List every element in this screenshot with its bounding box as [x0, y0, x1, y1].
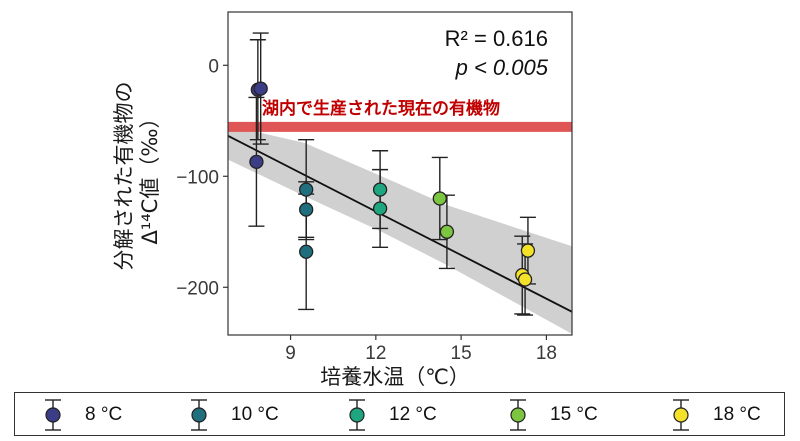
series-0-point-1 [253, 81, 268, 96]
legend-item-8c: 8 °C [37, 393, 122, 437]
confidence-band [228, 125, 572, 334]
legend: 8 °C 10 °C 12 °C 15 °C [14, 392, 785, 436]
series-1-point-1 [299, 202, 314, 217]
series-4-point-0 [520, 243, 536, 258]
series-3-point-1 [439, 224, 455, 239]
legend-marker-10c [191, 399, 207, 431]
series-3-point-0 [432, 191, 447, 206]
x-tick-label-12: 12 [365, 343, 386, 364]
legend-marker-8c [45, 399, 61, 431]
x-tick-label-9: 9 [285, 343, 296, 364]
r-squared-text: R² = 0.616 [445, 26, 548, 51]
legend-marker-12c [349, 399, 365, 431]
y-tick-label-1: −100 [176, 167, 219, 188]
y-axis-title-line1: 分解された有機物の [112, 82, 136, 271]
legend-item-15c: 15 °C [502, 393, 598, 437]
x-tick-label-18: 18 [536, 343, 557, 364]
legend-item-10c: 10 °C [183, 393, 279, 437]
legend-label-8c: 8 °C [85, 404, 123, 425]
legend-label-10c: 10 °C [231, 404, 279, 425]
y-tick-label-0: 0 [208, 56, 219, 77]
legend-item-18c: 18 °C [665, 393, 761, 437]
legend-label-12c: 12 °C [389, 404, 437, 425]
reference-band [228, 121, 572, 132]
series-1-point-0 [299, 182, 314, 197]
reference-band-label: 湖内で生産された現在の有機物 [262, 98, 500, 119]
legend-marker-15c [510, 399, 526, 431]
legend-item-12c: 12 °C [341, 393, 437, 437]
regression-line [228, 135, 572, 313]
series-1-point-2 [299, 244, 314, 259]
legend-label-18c: 18 °C [713, 404, 761, 425]
p-value-text: p < 0.005 [455, 55, 549, 80]
y-axis-title-line2: Δ¹⁴C値（‰） [138, 107, 162, 244]
chart: 9 12 15 18 0 −100 −200 R² = 0.616 p < 0.005 湖内… [112, 11, 573, 389]
series-2-point-0 [372, 182, 388, 197]
plot-frame [227, 11, 573, 336]
y-tick-label-2: −200 [176, 278, 219, 299]
series-0-point-2 [249, 154, 264, 169]
series-4-point-2 [517, 272, 533, 287]
series-2-point-1 [372, 201, 388, 216]
legend-marker-18c [673, 399, 689, 431]
x-tick-label-15: 15 [451, 343, 472, 364]
x-axis-title: 培養水温（℃） [320, 365, 470, 389]
legend-label-15c: 15 °C [550, 404, 598, 425]
